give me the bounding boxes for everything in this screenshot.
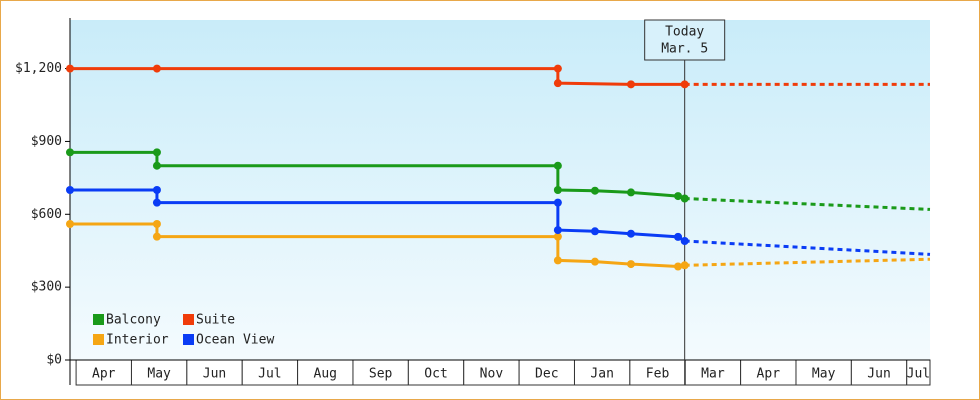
x-tick-label: Nov xyxy=(480,367,504,382)
x-tick-label: Sep xyxy=(369,367,393,382)
legend-swatch xyxy=(183,334,194,345)
price-point xyxy=(152,148,161,157)
price-point xyxy=(680,80,689,89)
x-tick-cell xyxy=(795,359,852,386)
price-point xyxy=(590,257,599,266)
x-tick-label: May xyxy=(147,367,171,382)
plot-area xyxy=(70,20,930,360)
price-point xyxy=(152,161,161,170)
price-point xyxy=(553,161,562,170)
price-point xyxy=(152,64,161,73)
x-tick-label: Mar xyxy=(701,367,725,382)
price-point xyxy=(626,260,635,269)
price-point xyxy=(66,148,74,157)
y-tick-label: $1,200 xyxy=(15,61,62,76)
price-line xyxy=(70,67,685,86)
price-point xyxy=(626,229,635,238)
today-label: Today xyxy=(665,25,704,40)
price-point xyxy=(674,262,683,271)
price-point xyxy=(152,220,161,228)
x-tick-label: Apr xyxy=(757,367,781,382)
price-point xyxy=(553,232,562,241)
today-box xyxy=(644,19,726,61)
price-point xyxy=(553,79,562,88)
price-point xyxy=(553,64,562,73)
x-tick-label: Aug xyxy=(314,367,337,382)
price-point xyxy=(152,186,161,194)
legend-label: Ocean View xyxy=(196,333,274,348)
price-point xyxy=(590,227,599,236)
y-tick-label: $600 xyxy=(31,207,62,222)
price-point xyxy=(680,237,689,245)
y-tick-label: $900 xyxy=(31,134,62,149)
price-point xyxy=(553,198,562,207)
x-tick-label: Feb xyxy=(646,367,670,382)
price-point xyxy=(152,232,161,241)
legend-label: Interior xyxy=(106,333,169,348)
price-point xyxy=(553,186,562,194)
x-tick-label: Oct xyxy=(424,367,447,382)
legend-swatch xyxy=(93,334,104,345)
x-tick-label: Dec xyxy=(535,367,558,382)
x-tick-cell xyxy=(684,359,742,386)
price-point xyxy=(674,192,683,201)
legend-swatch xyxy=(93,314,104,325)
price-point xyxy=(66,186,74,194)
price-point xyxy=(626,80,635,89)
y-tick-label: $300 xyxy=(31,280,62,295)
y-tick-label: $0 xyxy=(46,353,62,368)
x-tick-cell xyxy=(850,359,908,386)
x-tick-label: May xyxy=(812,367,836,382)
price-point xyxy=(590,186,599,195)
price-point xyxy=(553,256,562,265)
legend-swatch xyxy=(183,314,194,325)
legend-label: Suite xyxy=(196,313,235,328)
x-tick-label: Jun xyxy=(203,367,226,382)
x-tick-label: Jun xyxy=(867,367,890,382)
price-point xyxy=(152,198,161,207)
price-point xyxy=(674,232,683,241)
x-tick-cell xyxy=(463,359,520,386)
price-point xyxy=(66,220,74,228)
legend-label: Balcony xyxy=(106,313,161,328)
x-tick-label: Jul xyxy=(907,367,930,382)
x-tick-label: Apr xyxy=(92,367,116,382)
today-label: Mar. 5 xyxy=(661,42,708,57)
forecast-line xyxy=(684,197,931,211)
price-point xyxy=(680,261,689,270)
forecast-line xyxy=(684,257,931,267)
price-point xyxy=(680,194,689,203)
price-point xyxy=(626,188,635,197)
x-tick-label: Jan xyxy=(590,367,613,382)
x-tick-label: Jul xyxy=(258,367,281,382)
price-point xyxy=(553,226,562,235)
forecast-line xyxy=(684,239,931,256)
price-point xyxy=(66,64,74,73)
